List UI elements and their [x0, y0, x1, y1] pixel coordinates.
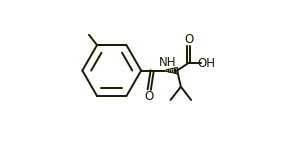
Text: O: O — [145, 90, 154, 103]
Text: OH: OH — [197, 57, 215, 70]
Text: NH: NH — [159, 56, 176, 69]
Text: O: O — [184, 33, 194, 46]
